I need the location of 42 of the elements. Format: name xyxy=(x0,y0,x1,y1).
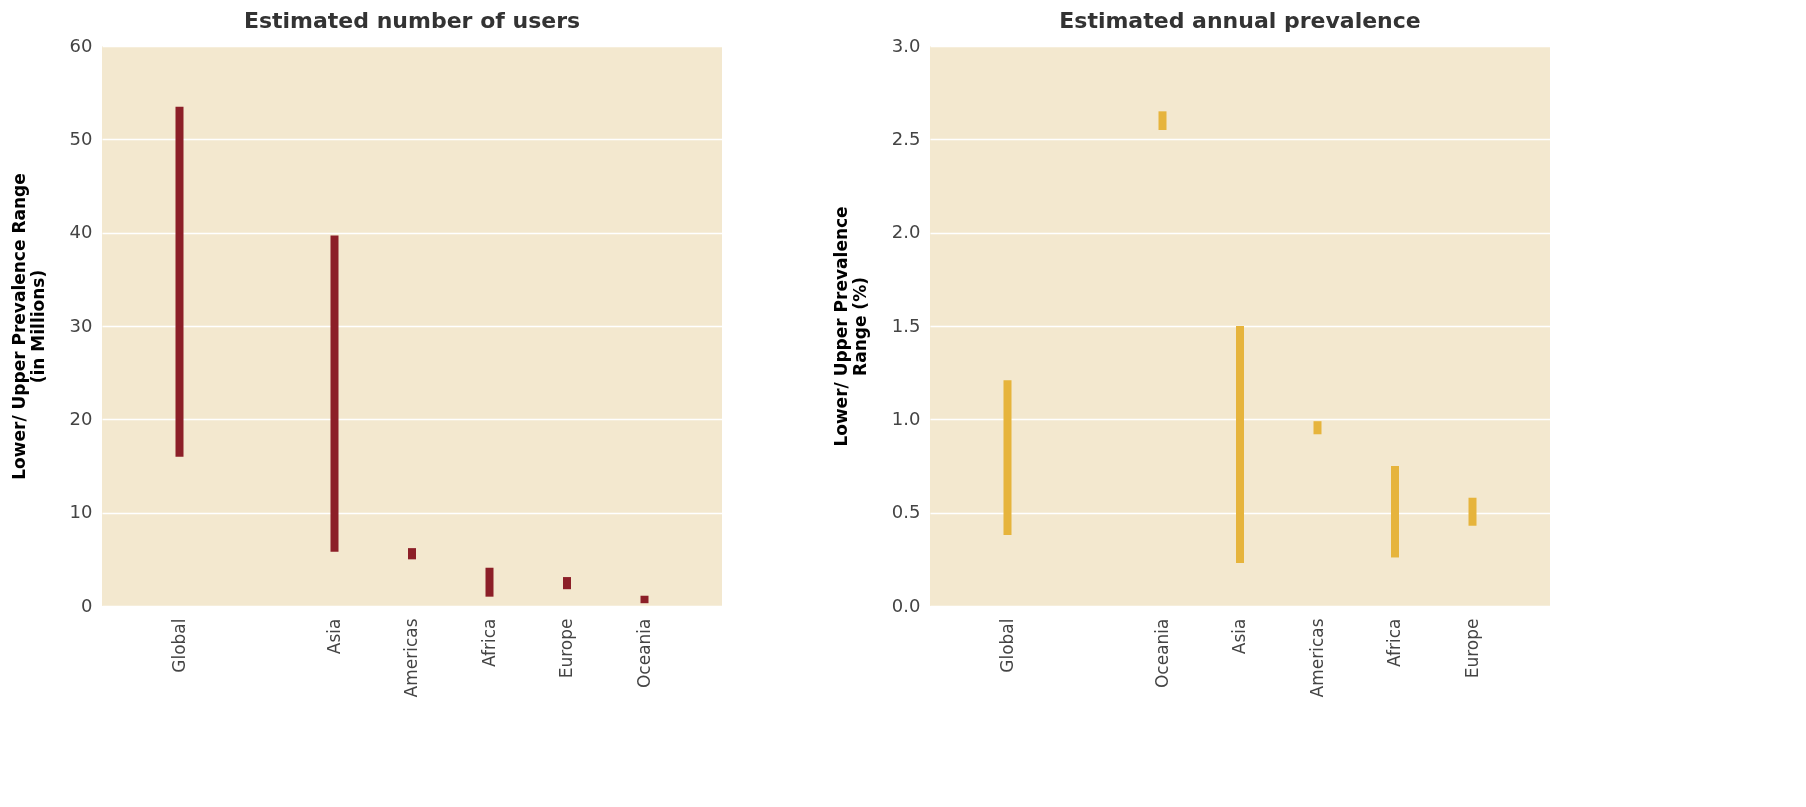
bar xyxy=(1391,466,1399,558)
y-tick-label: 3.0 xyxy=(891,34,921,56)
y-tick-label: 50 xyxy=(69,127,93,149)
bar xyxy=(1468,497,1477,526)
x-tick-label: Americas xyxy=(401,618,421,698)
y-tick-label: 0.5 xyxy=(891,501,921,523)
bar xyxy=(1158,111,1167,130)
x-tick-label: Americas xyxy=(1306,618,1327,698)
x-tick-label: Europe xyxy=(556,618,576,679)
bar xyxy=(485,567,494,597)
x-tick-label: Global xyxy=(996,618,1017,673)
x-tick-label: Asia xyxy=(323,618,344,655)
y-tick-label: 2.5 xyxy=(891,127,921,149)
chart-title: Estimated number of users xyxy=(243,8,581,33)
y-tick-label: 2.0 xyxy=(891,221,921,243)
y-tick-label: 60 xyxy=(69,34,93,56)
bar xyxy=(330,235,339,552)
x-tick-label: Africa xyxy=(1384,618,1404,667)
x-tick-label: Asia xyxy=(1229,618,1249,655)
bar xyxy=(640,595,649,604)
chart-title: Estimated annual prevalence xyxy=(1059,8,1421,33)
y-tick-label: 1.5 xyxy=(891,314,921,336)
y-tick-label: 40 xyxy=(69,221,93,243)
y-tick-label: 30 xyxy=(69,314,93,336)
y-axis-title: Lower/ Upper Prevalence Range (in Millions) xyxy=(8,173,48,480)
y-axis-title: Lower/ Upper Prevalence Range (%) xyxy=(830,206,870,447)
x-tick-label: Europe xyxy=(1461,618,1482,679)
x-tick-label: Global xyxy=(168,618,189,673)
y-tick-label: 1.0 xyxy=(891,407,921,429)
bar xyxy=(1313,421,1322,435)
y-tick-label: 10 xyxy=(69,501,93,523)
bar xyxy=(563,577,571,590)
bar xyxy=(1236,326,1244,564)
x-tick-label: Oceania xyxy=(1151,618,1172,689)
x-tick-label: Africa xyxy=(478,618,499,667)
bar xyxy=(408,548,416,560)
y-tick-label: 0.0 xyxy=(891,594,921,616)
y-tick-label: 0 xyxy=(81,594,93,616)
y-tick-label: 20 xyxy=(69,407,93,429)
bar xyxy=(1003,380,1012,536)
x-tick-label: Oceania xyxy=(633,618,654,689)
bar xyxy=(175,106,184,457)
